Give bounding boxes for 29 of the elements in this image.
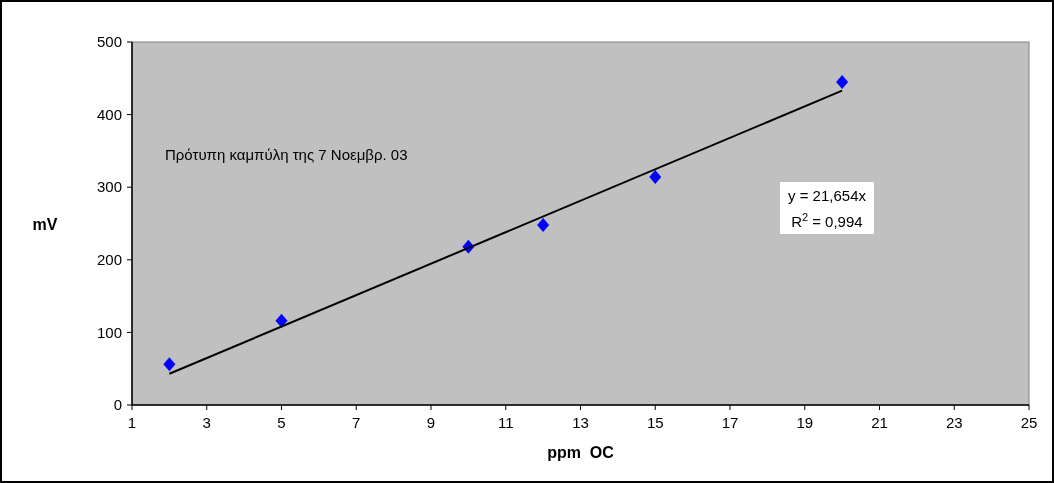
- x-axis-title: ppm OC: [547, 444, 615, 461]
- x-tick-label: 9: [426, 414, 436, 431]
- x-tick-label: 11: [497, 414, 514, 431]
- x-tick-label: 1: [127, 414, 137, 431]
- x-tick-label: 3: [202, 414, 211, 431]
- annotation: Πρότυπη καμπύλη της 7 Νοεμβρ. 03: [165, 146, 408, 163]
- point: [275, 313, 288, 328]
- x-tick-label: 23: [945, 414, 963, 431]
- x-tick-label: 5: [277, 414, 286, 431]
- y-tick-label: 0: [113, 396, 122, 414]
- y-axis-title: mV: [32, 215, 58, 233]
- y-tick-label: 300: [96, 178, 122, 196]
- point: [163, 357, 176, 372]
- x-tick-label: 21: [871, 414, 888, 431]
- x-tick-label: 25: [1020, 414, 1038, 431]
- point: [649, 170, 662, 185]
- point: [537, 217, 550, 232]
- x-tick-label: 19: [796, 414, 814, 431]
- annotation: y = 21,654x: [788, 187, 867, 204]
- x-tick-label: 13: [572, 414, 589, 431]
- x-tick-label: 7: [352, 414, 361, 431]
- x-tick-label: 17: [721, 414, 739, 431]
- y-tick-label: 400: [96, 105, 122, 123]
- y-tick-label: 500: [96, 33, 122, 51]
- y-tick-label: 200: [96, 251, 122, 269]
- point: [836, 74, 849, 89]
- y-tick-label: 100: [96, 323, 122, 341]
- annotation: R$^{2}$ = 0,994: [791, 211, 863, 230]
- x-tick-label: 15: [646, 414, 664, 431]
